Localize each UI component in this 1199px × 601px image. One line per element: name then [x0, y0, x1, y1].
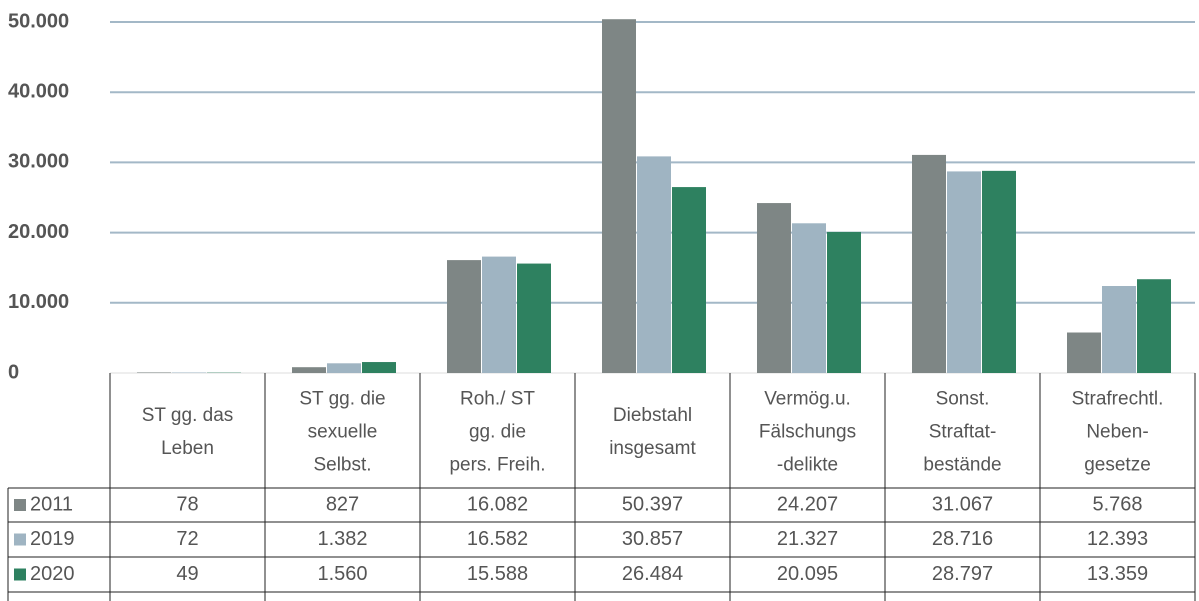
- data-label: 28.716: [932, 528, 993, 550]
- x-tick-label: Sonst.: [936, 389, 990, 410]
- bar: [482, 256, 516, 373]
- y-tick-label: 0: [8, 361, 19, 383]
- bar: [982, 170, 1016, 373]
- y-tick-label: 10.000: [8, 291, 69, 313]
- data-label: 13.359: [1087, 563, 1148, 585]
- data-label: 49: [176, 563, 198, 585]
- y-tick-label: 40.000: [8, 80, 69, 102]
- bar: [292, 367, 326, 373]
- legend-swatch: [14, 533, 26, 546]
- bar: [327, 363, 361, 373]
- x-tick-label: gesetze: [1084, 455, 1151, 476]
- data-label: 28.797: [932, 563, 993, 585]
- bar: [947, 171, 981, 373]
- x-tick-label: Leben: [161, 438, 214, 459]
- x-tick-label: Straftat-: [929, 422, 997, 443]
- bar: [792, 223, 826, 373]
- bar: [827, 231, 861, 373]
- bar: [1067, 332, 1101, 373]
- data-label: 16.082: [467, 493, 528, 515]
- data-label: 5.768: [1092, 493, 1142, 515]
- x-tick-label: sexuelle: [308, 422, 378, 443]
- x-tick-label: gg. die: [469, 422, 526, 443]
- x-tick-label: Neben-: [1086, 422, 1148, 443]
- bar: [757, 203, 791, 373]
- x-tick-label: bestände: [923, 455, 1001, 476]
- legend-swatch: [14, 499, 26, 511]
- data-label: 21.327: [777, 528, 838, 550]
- data-label: 15.588: [467, 563, 528, 585]
- legend-label: 2019: [30, 528, 75, 550]
- x-tick-label: Fälschungs: [759, 422, 856, 443]
- legend-swatch: [14, 568, 26, 581]
- x-tick-label: pers. Freih.: [449, 455, 545, 476]
- bar: [637, 156, 671, 373]
- bar: [517, 263, 551, 373]
- legend-label: 2020: [30, 563, 75, 585]
- data-label: 72: [176, 528, 198, 550]
- bar: [447, 260, 481, 373]
- data-label: 12.393: [1087, 528, 1148, 550]
- bar: [362, 362, 396, 373]
- x-tick-label: Selbst.: [313, 455, 371, 476]
- x-tick-label: Strafrechtl.: [1072, 389, 1164, 410]
- x-tick-label: ST gg. die: [299, 389, 385, 410]
- data-label: 31.067: [932, 493, 993, 515]
- data-label: 30.857: [622, 528, 683, 550]
- data-label: 50.397: [622, 493, 683, 515]
- x-tick-label: -delikte: [777, 455, 838, 476]
- bar: [1102, 286, 1136, 373]
- data-label: 20.095: [777, 563, 838, 585]
- data-label: 24.207: [777, 493, 838, 515]
- y-tick-label: 30.000: [8, 151, 69, 173]
- bar: [172, 372, 206, 373]
- bar: [137, 372, 171, 373]
- y-tick-label: 20.000: [8, 221, 69, 243]
- data-label: 16.582: [467, 528, 528, 550]
- bar: [912, 154, 946, 373]
- legend-label: 2011: [30, 493, 73, 515]
- x-tick-label: insgesamt: [609, 438, 696, 459]
- data-label: 26.484: [622, 563, 683, 585]
- x-tick-label: Vermög.u.: [764, 389, 851, 410]
- bar: [1137, 279, 1171, 373]
- data-label: 1.382: [317, 528, 367, 550]
- bar: [602, 19, 636, 373]
- x-tick-label: ST gg. das: [142, 405, 234, 426]
- bar: [672, 187, 706, 373]
- data-label: 827: [326, 493, 359, 515]
- data-label: 1.560: [317, 563, 367, 585]
- x-tick-label: Roh./ ST: [460, 389, 535, 410]
- y-tick-label: 50.000: [8, 10, 69, 32]
- data-label: 78: [176, 493, 198, 515]
- x-tick-label: Diebstahl: [613, 405, 692, 426]
